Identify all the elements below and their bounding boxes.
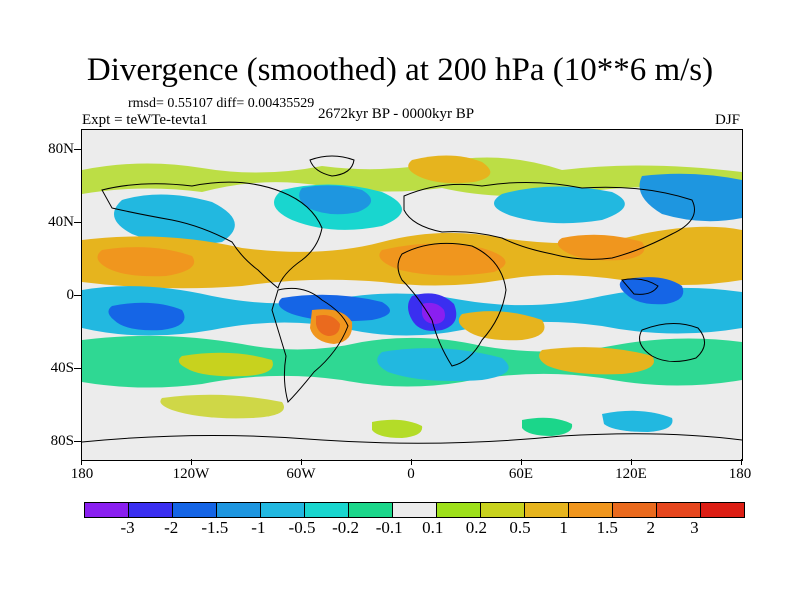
colorbar-label: -2	[164, 518, 179, 537]
colorbar-label: 0.1	[422, 518, 444, 537]
colorbar-label: -3	[120, 518, 135, 537]
x-axis-label: 60W	[286, 466, 316, 482]
colorbar-swatch	[84, 502, 129, 518]
colorbar-swatch	[392, 502, 437, 518]
map-title: Divergence (smoothed) at 200 hPa (10**6 …	[86, 52, 714, 88]
field-region	[494, 186, 625, 224]
divergence-field	[82, 155, 742, 444]
colorbar-label: 2	[646, 518, 656, 537]
field-region	[458, 311, 545, 341]
colorbar-label: -0.5	[288, 518, 316, 537]
colorbar-swatch	[700, 502, 745, 518]
x-tick	[631, 459, 632, 465]
colorbar-label: -1.5	[201, 518, 229, 537]
field-region	[539, 347, 654, 375]
colorbar-swatch	[260, 502, 305, 518]
x-tick	[191, 459, 192, 465]
colorbar-label: 3	[690, 518, 699, 537]
x-axis-label: 0	[407, 466, 415, 482]
colorbar-swatch	[612, 502, 657, 518]
y-tick	[74, 222, 81, 223]
coastline	[403, 181, 695, 260]
experiment-label: Expt = teWTe-tevta1	[82, 112, 208, 128]
x-axis-label: 180	[70, 466, 94, 482]
field-region	[377, 348, 509, 381]
field-region	[97, 247, 195, 277]
field-region	[299, 185, 372, 215]
x-axis-label: 60E	[508, 466, 534, 482]
y-tick	[74, 368, 81, 369]
colorbar-label: -0.1	[375, 518, 403, 537]
colorbar	[84, 502, 745, 518]
field-region	[639, 173, 742, 222]
y-axis-label: 80S	[50, 433, 74, 449]
y-axis-label: 40N	[48, 214, 74, 230]
y-axis-label: 0	[66, 287, 75, 303]
field-region	[422, 302, 445, 324]
colorbar-label: 0.2	[465, 518, 488, 537]
colorbar-label: -1	[251, 518, 266, 537]
field-region	[379, 243, 506, 276]
x-tick	[301, 459, 302, 465]
map-plot-area	[81, 129, 743, 461]
coastline	[639, 323, 705, 362]
colorbar-swatch	[436, 502, 481, 518]
field-region	[160, 394, 284, 419]
colorbar-swatch	[524, 502, 569, 518]
coastline	[82, 433, 742, 444]
x-tick	[81, 459, 82, 465]
x-tick	[411, 459, 412, 465]
coastline	[621, 278, 659, 295]
x-tick	[741, 459, 742, 465]
field-region	[178, 352, 273, 377]
colorbar-label: -0.2	[332, 518, 360, 537]
coastline	[397, 242, 507, 367]
field-region	[408, 155, 491, 184]
field-region	[522, 417, 573, 436]
field-region	[108, 302, 185, 331]
field-region	[557, 234, 645, 261]
y-axis-label: 80N	[48, 141, 74, 157]
colorbar-swatch	[348, 502, 393, 518]
rmsd-text: rmsd= 0.55107 diff= 0.00435529	[128, 96, 315, 111]
colorbar-swatch	[656, 502, 701, 518]
field-region	[316, 315, 340, 336]
y-tick	[74, 441, 81, 442]
colorbar-swatch	[568, 502, 613, 518]
y-axis-label: 40S	[50, 360, 74, 376]
field-region	[278, 294, 390, 322]
x-axis-label: 180	[728, 466, 752, 482]
coastline	[309, 155, 355, 177]
colorbar-swatch	[480, 502, 525, 518]
field-region	[619, 277, 684, 305]
season-label: DJF	[714, 112, 740, 128]
colorbar-label: 1.5	[596, 518, 618, 537]
coastline	[101, 181, 323, 289]
coastline	[271, 287, 349, 403]
colorbar-swatch	[216, 502, 261, 518]
x-axis-label: 120E	[615, 466, 647, 482]
field-region	[114, 194, 235, 245]
colorbar-label: 0.5	[509, 518, 531, 537]
x-tick	[521, 459, 522, 465]
field-region	[602, 410, 673, 432]
y-tick	[74, 295, 81, 296]
colorbar-swatch	[304, 502, 349, 518]
field-region	[82, 157, 742, 197]
x-axis-label: 120W	[172, 466, 210, 482]
y-tick	[74, 149, 81, 150]
field-region	[372, 419, 423, 438]
period-label: 2672kyr BP - 0000kyr BP	[318, 106, 475, 122]
colorbar-label: 1	[559, 518, 568, 537]
colorbar-swatch	[172, 502, 217, 518]
colorbar-swatch	[128, 502, 173, 518]
